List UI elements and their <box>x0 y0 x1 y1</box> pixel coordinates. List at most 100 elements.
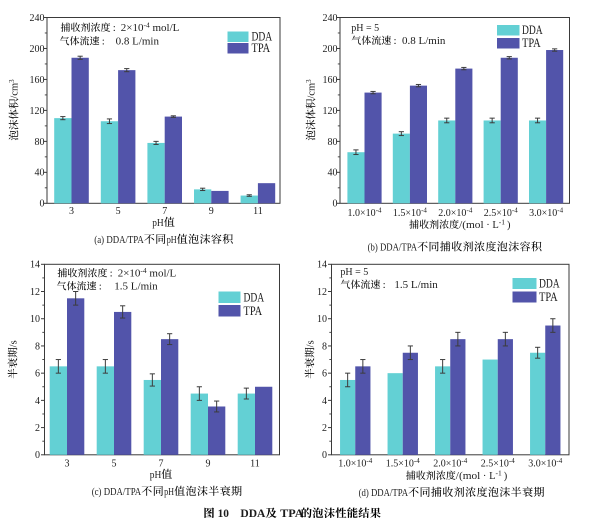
svg-text:12: 12 <box>317 287 327 298</box>
svg-text::: : <box>102 36 105 48</box>
svg-text:DDA: DDA <box>539 277 560 291</box>
svg-text:mol/L: mol/L <box>153 22 180 34</box>
svg-text:-4: -4 <box>140 266 146 275</box>
svg-text:3: 3 <box>8 79 16 83</box>
svg-text:(c) DDA/TPA: (c) DDA/TPA <box>92 486 142 498</box>
svg-text:/(mol: /(mol <box>456 471 481 482</box>
svg-text:TPA: TPA <box>522 36 541 50</box>
svg-text:-4: -4 <box>144 21 150 30</box>
svg-text:2.5×10: 2.5×10 <box>484 208 512 219</box>
svg-text:/s: /s <box>306 340 317 347</box>
svg-text:DDA: DDA <box>240 508 266 520</box>
svg-text:80: 80 <box>35 137 45 148</box>
svg-text:160: 160 <box>323 75 338 86</box>
svg-text:1.0×10: 1.0×10 <box>348 208 376 219</box>
svg-text::: : <box>110 268 113 280</box>
svg-text:200: 200 <box>30 44 45 55</box>
svg-text:TPA: TPA <box>280 508 304 520</box>
svg-text:9: 9 <box>209 206 214 217</box>
svg-text:DDA: DDA <box>244 291 265 305</box>
svg-text:-1: -1 <box>496 469 502 478</box>
svg-text:0: 0 <box>333 199 338 210</box>
svg-text:120: 120 <box>323 106 338 117</box>
svg-text:0.8 L/min: 0.8 L/min <box>402 35 446 47</box>
svg-text:/cm: /cm <box>10 83 21 99</box>
svg-text:-4: -4 <box>414 457 420 465</box>
svg-text:3: 3 <box>65 459 70 470</box>
svg-text:240: 240 <box>323 13 338 24</box>
svg-text:·: · <box>486 220 490 231</box>
svg-text:1.5 L/min: 1.5 L/min <box>114 281 158 293</box>
svg-text:-4: -4 <box>467 207 473 215</box>
svg-text:TPA: TPA <box>539 290 558 304</box>
svg-text:DDA: DDA <box>522 23 543 37</box>
svg-text:3.0×10: 3.0×10 <box>528 459 556 470</box>
svg-text:(b) DDA/TPA: (b) DDA/TPA <box>368 242 418 254</box>
svg-text:11: 11 <box>253 206 263 217</box>
svg-text:-4: -4 <box>376 207 382 215</box>
svg-text:10: 10 <box>30 314 40 325</box>
svg-text:2: 2 <box>35 423 40 434</box>
svg-text:80: 80 <box>328 137 338 148</box>
svg-text:TPA: TPA <box>244 304 263 318</box>
svg-text:): ) <box>507 220 511 231</box>
svg-text:8: 8 <box>35 341 40 352</box>
svg-text:1.5×10: 1.5×10 <box>386 459 414 470</box>
svg-text:pH: pH <box>150 469 162 481</box>
svg-text:-4: -4 <box>366 457 372 465</box>
svg-text:(a) DDA/TPA: (a) DDA/TPA <box>94 234 144 246</box>
svg-text:14: 14 <box>30 260 40 271</box>
svg-text:9: 9 <box>206 459 211 470</box>
svg-text:7: 7 <box>159 459 164 470</box>
svg-text:-4: -4 <box>421 207 427 215</box>
svg-text:-4: -4 <box>461 457 467 465</box>
svg-text:-4: -4 <box>512 207 518 215</box>
svg-text:10: 10 <box>218 508 230 520</box>
svg-text:0.8 L/min: 0.8 L/min <box>116 36 160 48</box>
svg-text:2.5×10: 2.5×10 <box>481 459 509 470</box>
svg-text:2×10: 2×10 <box>121 22 144 34</box>
svg-text:0: 0 <box>40 199 45 210</box>
svg-text:): ) <box>504 471 508 482</box>
svg-text:3.0×10: 3.0×10 <box>529 208 557 219</box>
svg-text:L: L <box>492 220 498 231</box>
svg-text:1.5 L/min: 1.5 L/min <box>394 279 438 291</box>
svg-text:/cm: /cm <box>307 83 318 99</box>
svg-text:-1: -1 <box>499 218 505 227</box>
svg-text:3: 3 <box>69 206 74 217</box>
svg-text:10: 10 <box>317 314 327 325</box>
svg-text:8: 8 <box>322 341 327 352</box>
svg-text:mol/L: mol/L <box>149 268 176 280</box>
svg-text:2.0×10: 2.0×10 <box>433 459 461 470</box>
svg-text:2×10: 2×10 <box>118 268 141 280</box>
svg-text::: : <box>394 35 397 47</box>
svg-text:·: · <box>483 471 487 482</box>
svg-text:6: 6 <box>322 369 327 380</box>
svg-text:14: 14 <box>317 260 327 271</box>
svg-text:-4: -4 <box>509 457 515 465</box>
svg-text:7: 7 <box>162 206 167 217</box>
svg-text:240: 240 <box>30 13 45 24</box>
svg-text::: : <box>113 22 116 34</box>
svg-text:pH: pH <box>152 217 164 229</box>
svg-text:11: 11 <box>250 459 260 470</box>
svg-text:pH = 5: pH = 5 <box>340 267 368 278</box>
svg-text:2: 2 <box>322 423 327 434</box>
svg-text::: : <box>99 281 102 293</box>
svg-text:200: 200 <box>323 44 338 55</box>
svg-text:40: 40 <box>328 168 338 179</box>
svg-text:5: 5 <box>116 206 121 217</box>
svg-text:5: 5 <box>112 459 117 470</box>
svg-text:/s: /s <box>9 340 20 347</box>
svg-text:1.0×10: 1.0×10 <box>338 459 366 470</box>
svg-text:4: 4 <box>322 396 327 407</box>
svg-text::: : <box>383 279 386 291</box>
svg-text:1.5×10: 1.5×10 <box>393 208 421 219</box>
svg-text:DDA: DDA <box>252 30 273 44</box>
svg-text:pH: pH <box>164 486 174 498</box>
svg-text:40: 40 <box>35 168 45 179</box>
svg-text:120: 120 <box>30 106 45 117</box>
svg-text:12: 12 <box>30 287 40 298</box>
svg-text:pH: pH <box>167 234 177 246</box>
svg-text:L: L <box>489 471 495 482</box>
